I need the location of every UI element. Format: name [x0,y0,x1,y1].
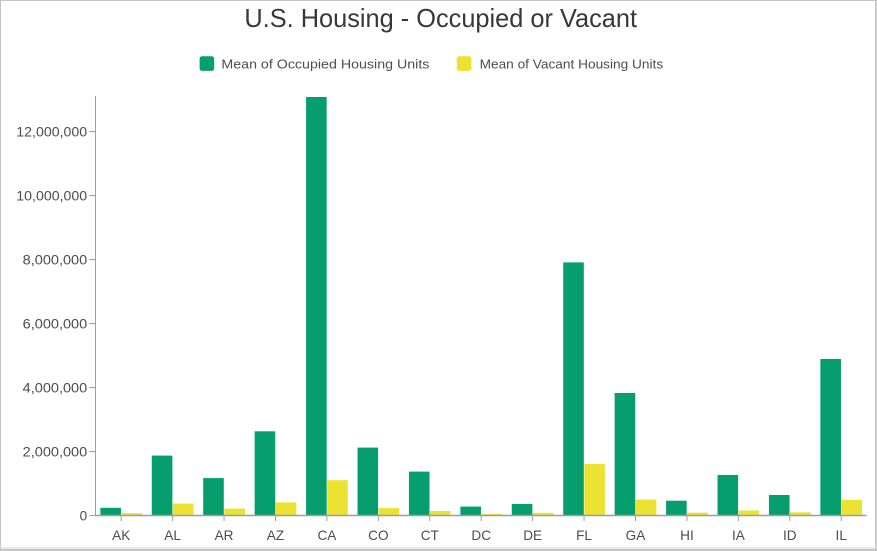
svg-text:Mean of Occupied Housing Units: Mean of Occupied Housing Units [221,56,430,71]
svg-text:AR: AR [215,528,234,543]
svg-text:Mean of Vacant Housing Units: Mean of Vacant Housing Units [480,56,664,71]
svg-text:6,000,000: 6,000,000 [23,316,88,331]
svg-text:AZ: AZ [267,528,284,543]
svg-text:GA: GA [626,528,647,543]
svg-text:CA: CA [317,528,337,543]
svg-text:12,000,000: 12,000,000 [16,124,87,139]
svg-text:8,000,000: 8,000,000 [23,252,88,267]
svg-text:4,000,000: 4,000,000 [23,380,88,395]
svg-text:0: 0 [80,508,88,523]
svg-text:U.S. Housing - Occupied or Vac: U.S. Housing - Occupied or Vacant [244,3,637,33]
svg-text:CO: CO [368,528,388,543]
svg-text:DE: DE [523,528,542,543]
svg-text:AK: AK [112,528,130,543]
svg-text:ID: ID [783,528,797,543]
svg-text:CT: CT [421,528,439,543]
svg-text:AL: AL [164,528,181,543]
svg-text:HI: HI [680,528,694,543]
svg-text:IL: IL [836,528,848,543]
svg-text:DC: DC [471,528,491,543]
svg-text:2,000,000: 2,000,000 [23,444,88,459]
svg-text:IA: IA [732,528,746,543]
svg-text:10,000,000: 10,000,000 [16,188,87,203]
svg-text:FL: FL [576,528,592,543]
